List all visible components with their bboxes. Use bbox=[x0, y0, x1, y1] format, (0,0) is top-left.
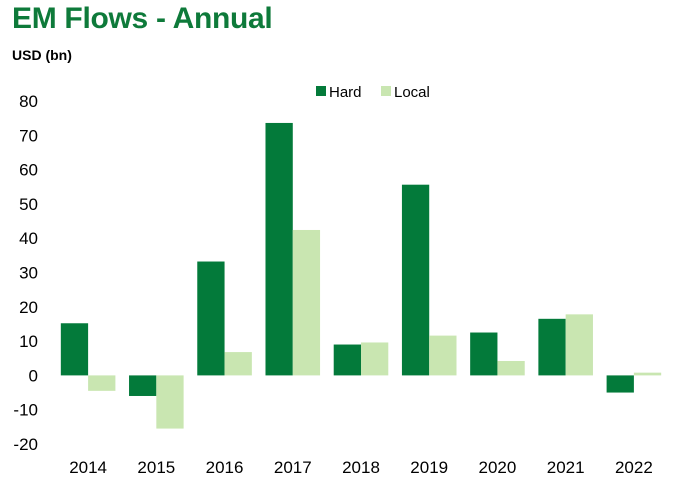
x-tick-label: 2015 bbox=[137, 458, 175, 477]
bar-hard-2018 bbox=[333, 344, 361, 376]
x-tick-label: 2018 bbox=[342, 458, 380, 477]
y-tick-label: 30 bbox=[19, 264, 38, 283]
bar-hard-2020 bbox=[470, 332, 498, 376]
bar-local-2019 bbox=[429, 335, 457, 376]
bar-local-2014 bbox=[88, 375, 116, 391]
x-tick-label: 2020 bbox=[479, 458, 517, 477]
y-tick-label: 10 bbox=[19, 332, 38, 351]
legend-swatch bbox=[316, 86, 326, 96]
x-tick-label: 2022 bbox=[615, 458, 653, 477]
legend-swatch bbox=[381, 86, 391, 96]
bar-local-2016 bbox=[224, 352, 252, 376]
bar-hard-2016 bbox=[197, 261, 225, 376]
bar-local-2021 bbox=[565, 314, 593, 376]
bar-local-2015 bbox=[156, 375, 184, 429]
bars-group bbox=[60, 122, 662, 429]
x-tick-label: 2016 bbox=[206, 458, 244, 477]
y-tick-label: 20 bbox=[19, 298, 38, 317]
x-tick-label: 2014 bbox=[69, 458, 107, 477]
y-axis-label: USD (bn) bbox=[12, 47, 72, 63]
bar-local-2017 bbox=[292, 229, 321, 376]
y-tick-label: 80 bbox=[19, 92, 38, 111]
bar-local-2020 bbox=[497, 360, 525, 376]
bar-local-2018 bbox=[361, 342, 389, 376]
y-tick-label: 70 bbox=[19, 126, 38, 145]
y-tick-label: 0 bbox=[29, 366, 38, 385]
y-tick-label: -20 bbox=[13, 435, 38, 454]
y-tick-label: 50 bbox=[19, 195, 38, 214]
y-axis-ticks: 80 70 60 50 40 30 20 10 0 -10 -20 bbox=[13, 92, 38, 454]
bar-hard-2017 bbox=[265, 122, 293, 376]
chart-title: EM Flows - Annual bbox=[12, 2, 273, 35]
legend-label: Local bbox=[394, 84, 430, 101]
x-tick-label: 2021 bbox=[547, 458, 585, 477]
y-tick-label: 40 bbox=[19, 229, 38, 248]
x-axis-ticks: 2014 2015 2016 2017 2018 2019 2020 2021 2022 bbox=[69, 458, 653, 477]
legend: Hard Local bbox=[316, 84, 430, 101]
bar-hard-2022 bbox=[606, 375, 634, 393]
y-tick-label: -10 bbox=[13, 401, 38, 420]
bar-hard-2021 bbox=[538, 318, 566, 376]
x-tick-label: 2017 bbox=[274, 458, 312, 477]
bar-hard-2015 bbox=[129, 375, 157, 396]
x-tick-label: 2019 bbox=[410, 458, 448, 477]
bar-local-2022 bbox=[633, 372, 662, 376]
bar-hard-2019 bbox=[401, 184, 430, 376]
y-tick-label: 60 bbox=[19, 161, 38, 180]
legend-label: Hard bbox=[329, 84, 362, 101]
bar-hard-2014 bbox=[60, 323, 89, 376]
